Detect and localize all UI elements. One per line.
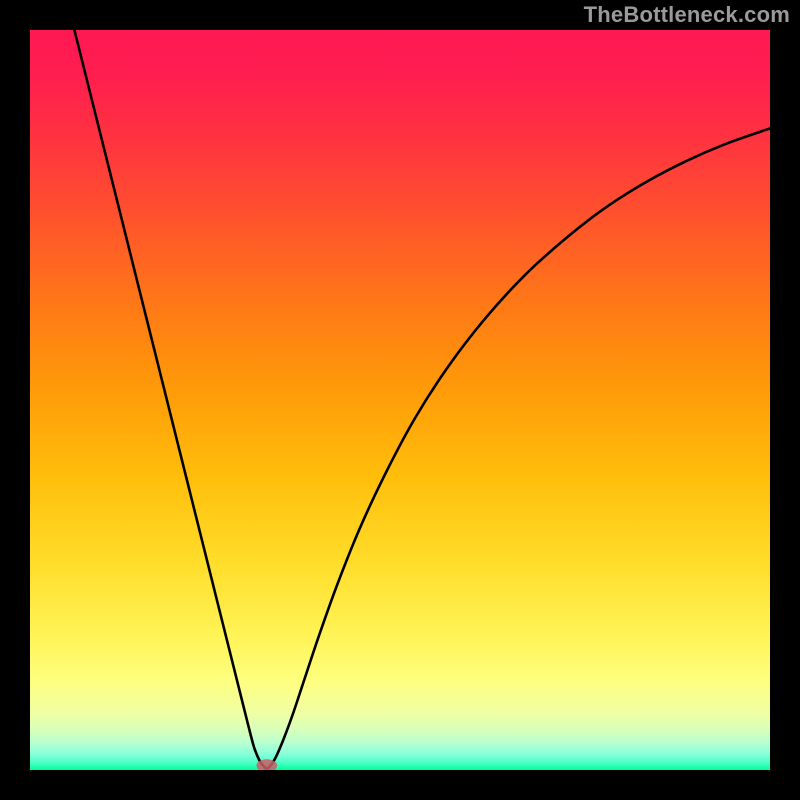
watermark-text: TheBottleneck.com [584, 2, 790, 28]
bottleneck-chart [30, 30, 770, 770]
outer-frame: TheBottleneck.com [0, 0, 800, 800]
chart-container [30, 30, 770, 770]
chart-background [30, 30, 770, 770]
